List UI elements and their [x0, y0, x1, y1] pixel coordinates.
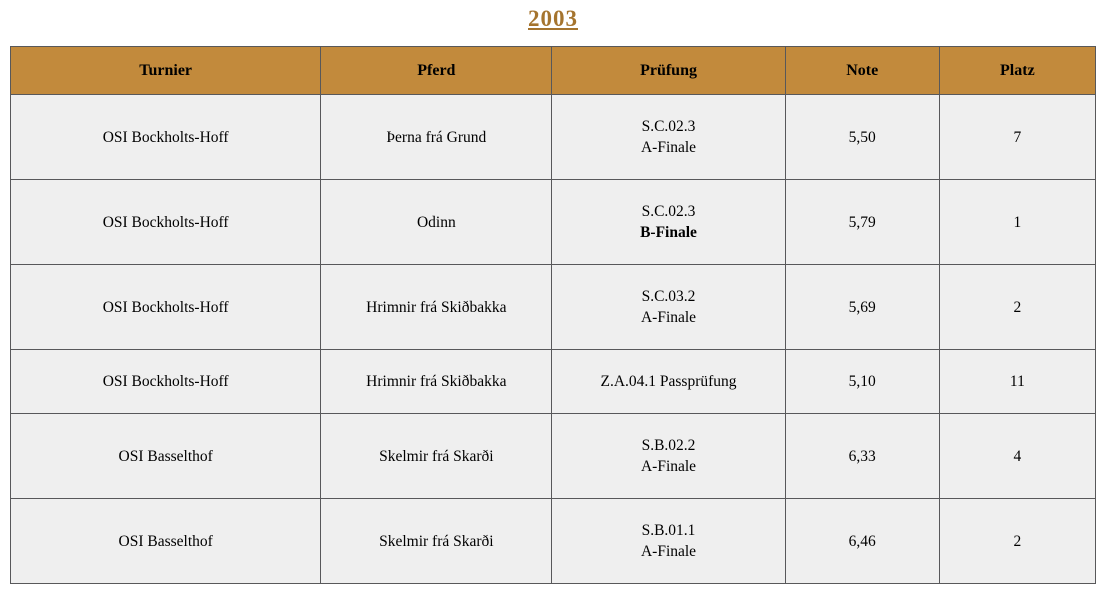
cell-note: 5,10	[784, 349, 940, 414]
cell-pruefung: S.C.02.3 B-Finale	[551, 179, 786, 265]
cell-pferd: Skelmir frá Skarði	[320, 413, 553, 499]
table-row: OSI Bockholts-Hoff Odinn S.C.02.3 B-Finale 5…	[9, 179, 1097, 265]
cell-platz: 2	[938, 498, 1097, 584]
table-header: Turnier Pferd Prüfung Note Platz	[9, 46, 1097, 95]
cell-pferd: Hrimnir frá Skiðbakka	[320, 264, 553, 350]
cell-platz: 7	[938, 94, 1097, 180]
pruefung-line2: A-Finale	[640, 543, 697, 560]
column-header-pferd: Pferd	[320, 46, 553, 95]
cell-platz: 1	[938, 179, 1097, 265]
table-row: OSI Bockholts-Hoff Hrimnir frá Skiðbakka Z…	[9, 349, 1097, 414]
cell-pruefung: S.C.03.2 A-Finale	[551, 264, 786, 350]
table-body: OSI Bockholts-Hoff Þerna frá Grund S.C.02.…	[9, 94, 1097, 584]
table-row: OSI Basselthof Skelmir frá Skarði S.B.02.2…	[9, 413, 1097, 499]
pruefung-line2: A-Finale	[640, 309, 697, 326]
page-title: 2003	[528, 6, 578, 31]
cell-pferd: Þerna frá Grund	[320, 94, 553, 180]
cell-pruefung: S.B.01.1 A-Finale	[551, 498, 786, 584]
cell-platz: 2	[938, 264, 1097, 350]
column-header-turnier: Turnier	[9, 46, 322, 95]
cell-pruefung: S.B.02.2 A-Finale	[551, 413, 786, 499]
table-header-row: Turnier Pferd Prüfung Note Platz	[9, 46, 1097, 95]
pruefung-line1: S.C.03.2	[641, 288, 696, 305]
table-row: OSI Basselthof Skelmir frá Skarði S.B.01.1…	[9, 498, 1097, 584]
pruefung-line2: A-Finale	[640, 458, 697, 475]
cell-note: 6,33	[784, 413, 940, 499]
cell-pferd: Hrimnir frá Skiðbakka	[320, 349, 553, 414]
results-page: 2003 Turnier Pferd Prüfung Note Platz OSI Bo…	[0, 6, 1106, 584]
cell-turnier: OSI Bockholts-Hoff	[9, 179, 322, 265]
results-table: Turnier Pferd Prüfung Note Platz OSI Bockhol…	[9, 46, 1097, 584]
cell-turnier: OSI Basselthof	[9, 413, 322, 499]
cell-platz: 11	[938, 349, 1097, 414]
pruefung-line2: A-Finale	[640, 139, 697, 156]
table-row: OSI Bockholts-Hoff Hrimnir frá Skiðbakka S…	[9, 264, 1097, 350]
column-header-pruefung: Prüfung	[551, 46, 786, 95]
cell-turnier: OSI Basselthof	[9, 498, 322, 584]
pruefung-line1: S.C.02.3	[641, 118, 696, 135]
cell-pruefung: Z.A.04.1 Passprüfung	[551, 349, 786, 414]
table-row: OSI Bockholts-Hoff Þerna frá Grund S.C.02.…	[9, 94, 1097, 180]
cell-pruefung: S.C.02.3 A-Finale	[551, 94, 786, 180]
pruefung-line2: B-Finale	[640, 224, 697, 241]
cell-note: 6,46	[784, 498, 940, 584]
cell-platz: 4	[938, 413, 1097, 499]
cell-note: 5,50	[784, 94, 940, 180]
pruefung-line1: S.C.02.3	[641, 203, 696, 220]
pruefung-line1: Z.A.04.1 Passprüfung	[600, 373, 737, 390]
cell-note: 5,79	[784, 179, 940, 265]
cell-turnier: OSI Bockholts-Hoff	[9, 94, 322, 180]
cell-turnier: OSI Bockholts-Hoff	[9, 264, 322, 350]
column-header-platz: Platz	[938, 46, 1097, 95]
pruefung-line1: S.B.02.2	[641, 437, 696, 454]
column-header-note: Note	[784, 46, 940, 95]
cell-pferd: Odinn	[320, 179, 553, 265]
cell-pferd: Skelmir frá Skarði	[320, 498, 553, 584]
pruefung-line1: S.B.01.1	[641, 522, 696, 539]
cell-turnier: OSI Bockholts-Hoff	[9, 349, 322, 414]
cell-note: 5,69	[784, 264, 940, 350]
